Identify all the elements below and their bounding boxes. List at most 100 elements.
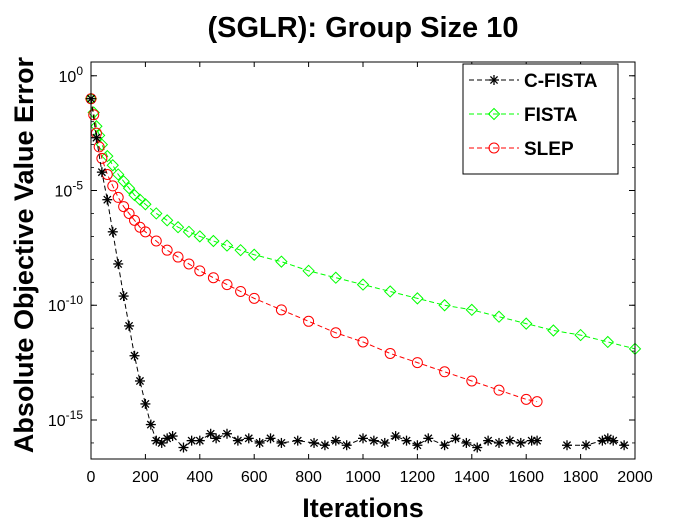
point-c-fista	[276, 437, 287, 448]
point-slep	[248, 292, 260, 304]
series-fista	[84, 92, 642, 356]
point-c-fista	[472, 442, 483, 453]
point-slep	[112, 191, 124, 203]
x-tick-label: 0	[87, 469, 96, 486]
point-fista	[182, 225, 196, 239]
point-c-fista	[532, 435, 543, 446]
legend: C-FISTA FISTA SLEP	[462, 63, 619, 175]
point-slep	[96, 152, 108, 164]
y-tick-exponent: -10	[66, 293, 84, 307]
point-fista	[220, 239, 234, 252]
x-axis-label: Iterations	[302, 493, 424, 523]
point-c-fista	[145, 419, 156, 430]
series-c-fista-tail	[562, 433, 630, 451]
point-fista	[117, 175, 130, 188]
series-line-c-fista-tail	[567, 437, 625, 446]
point-slep	[183, 258, 195, 270]
point-fista	[101, 149, 114, 163]
x-tick-label: 1400	[454, 469, 490, 486]
point-slep	[129, 214, 141, 226]
point-slep	[172, 251, 184, 263]
x-tick-label: 2000	[617, 469, 653, 486]
point-fista	[207, 234, 220, 248]
legend-marker	[489, 75, 499, 85]
y-tick-label: 100	[59, 64, 84, 86]
point-slep	[384, 347, 396, 359]
point-c-fista	[341, 440, 352, 451]
point-c-fista	[124, 320, 135, 331]
point-slep	[235, 285, 247, 297]
y-tick-label: 10-15	[48, 408, 83, 430]
point-fista	[171, 221, 185, 234]
point-fista	[122, 182, 136, 195]
point-c-fista	[129, 350, 140, 361]
point-c-fista	[265, 433, 276, 444]
point-fista	[139, 198, 152, 211]
legend-label: FISTA	[524, 105, 578, 126]
point-fista	[275, 255, 288, 268]
point-fista	[302, 264, 315, 278]
point-slep	[139, 226, 151, 238]
point-c-fista	[515, 437, 526, 448]
point-slep	[207, 272, 219, 284]
x-tick-label: 1600	[508, 469, 544, 486]
y-tick-exponent: -5	[72, 179, 83, 193]
legend-marker	[487, 107, 501, 121]
legend-label: C-FISTA	[524, 71, 598, 92]
point-fista	[133, 193, 147, 206]
ticks-layer: 0 200 400 600 800 1000 1200 1400 1600 1800 2000100…	[48, 62, 653, 486]
point-slep	[466, 375, 478, 387]
point-slep	[520, 393, 532, 405]
point-c-fista	[461, 437, 472, 448]
point-fista	[601, 335, 615, 349]
point-c-fista	[118, 291, 129, 302]
point-slep	[161, 244, 173, 256]
point-fista	[519, 317, 533, 330]
point-c-fista-tail	[581, 440, 592, 451]
point-slep	[194, 265, 206, 277]
point-fista	[574, 328, 587, 342]
point-c-fista	[194, 435, 205, 446]
point-c-fista	[401, 435, 412, 446]
point-c-fista	[107, 226, 118, 237]
y-tick-base: 10	[48, 413, 66, 430]
point-slep	[275, 304, 287, 316]
y-axis-label: Absolute Objective Value Error	[9, 56, 39, 453]
point-c-fista	[379, 437, 390, 448]
point-c-fista	[368, 435, 379, 446]
point-slep	[531, 396, 543, 408]
y-tick-exponent: -15	[66, 408, 84, 422]
point-fista	[465, 303, 479, 317]
point-c-fista	[91, 132, 102, 143]
point-slep	[357, 336, 369, 348]
point-c-fista	[134, 375, 145, 386]
series-layer	[84, 92, 642, 453]
point-fista	[150, 207, 163, 220]
point-fista	[356, 278, 370, 291]
y-tick-label: 10-10	[48, 293, 83, 315]
legend-label: SLEP	[524, 139, 574, 160]
point-c-fista	[450, 433, 461, 444]
point-c-fista	[504, 435, 515, 446]
point-c-fista	[423, 433, 434, 444]
point-c-fista	[292, 435, 303, 446]
series-line-slep	[90, 98, 538, 403]
point-c-fista	[319, 440, 330, 451]
x-tick-label: 1800	[563, 469, 599, 486]
x-tick-label: 1200	[400, 469, 436, 486]
point-slep	[123, 207, 135, 219]
legend-item: FISTA	[469, 105, 578, 126]
point-fista	[111, 168, 125, 181]
point-slep	[93, 141, 105, 153]
point-fista	[383, 285, 397, 298]
y-tick-label: 10-5	[55, 179, 84, 201]
point-c-fista	[178, 442, 189, 453]
point-slep	[88, 109, 100, 121]
point-c-fista	[211, 433, 222, 444]
point-c-fista	[156, 437, 167, 448]
point-c-fista	[96, 167, 107, 178]
x-tick-label: 800	[295, 469, 322, 486]
point-c-fista	[140, 398, 151, 409]
x-tick-label: 600	[241, 469, 268, 486]
y-tick-base: 10	[48, 298, 66, 315]
